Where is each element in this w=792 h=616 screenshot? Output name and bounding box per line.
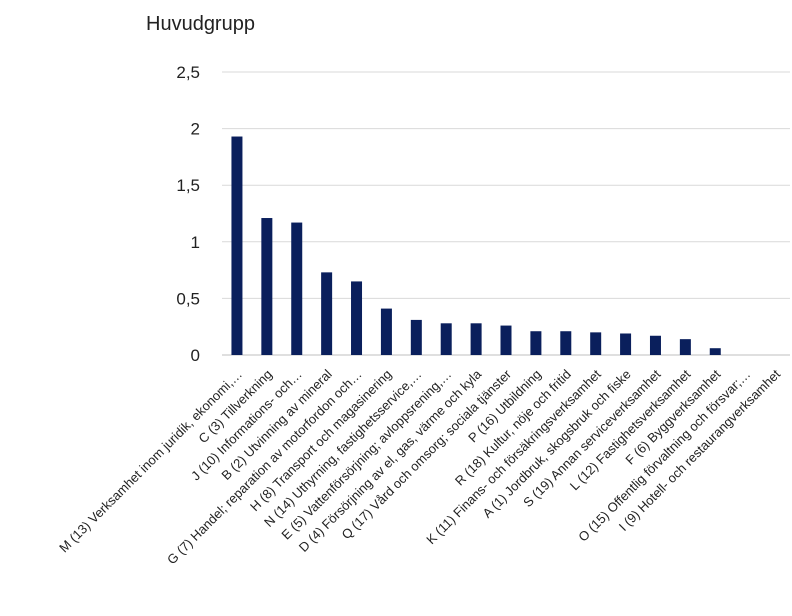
gridlines xyxy=(222,71,790,356)
bar xyxy=(440,323,452,355)
bar xyxy=(709,348,721,355)
y-tick-label: 2 xyxy=(191,120,200,139)
x-axis-ticks: M (13) Verksamhet inom juridik, ekonomi,… xyxy=(56,366,783,567)
bar xyxy=(649,335,661,355)
bar xyxy=(410,319,422,355)
bar xyxy=(530,331,542,355)
bar xyxy=(291,222,303,355)
bar xyxy=(590,332,602,355)
y-tick-label: 0 xyxy=(191,346,200,365)
bar xyxy=(351,281,363,355)
bar xyxy=(380,308,392,355)
y-tick-label: 0,5 xyxy=(176,289,200,308)
bar xyxy=(261,218,273,355)
bar xyxy=(321,272,333,355)
bar xyxy=(470,323,482,355)
y-tick-label: 1,5 xyxy=(176,176,200,195)
bar xyxy=(620,333,632,355)
bar xyxy=(560,331,572,355)
chart-title: Huvudgrupp xyxy=(146,13,255,35)
bar xyxy=(500,325,512,355)
bar xyxy=(231,136,243,355)
bar xyxy=(679,339,691,355)
bars xyxy=(231,136,721,355)
y-axis-ticks: 0 0,5 1 1,5 2 2,5 xyxy=(176,63,200,365)
y-tick-label: 2,5 xyxy=(176,63,200,82)
y-tick-label: 1 xyxy=(191,233,200,252)
